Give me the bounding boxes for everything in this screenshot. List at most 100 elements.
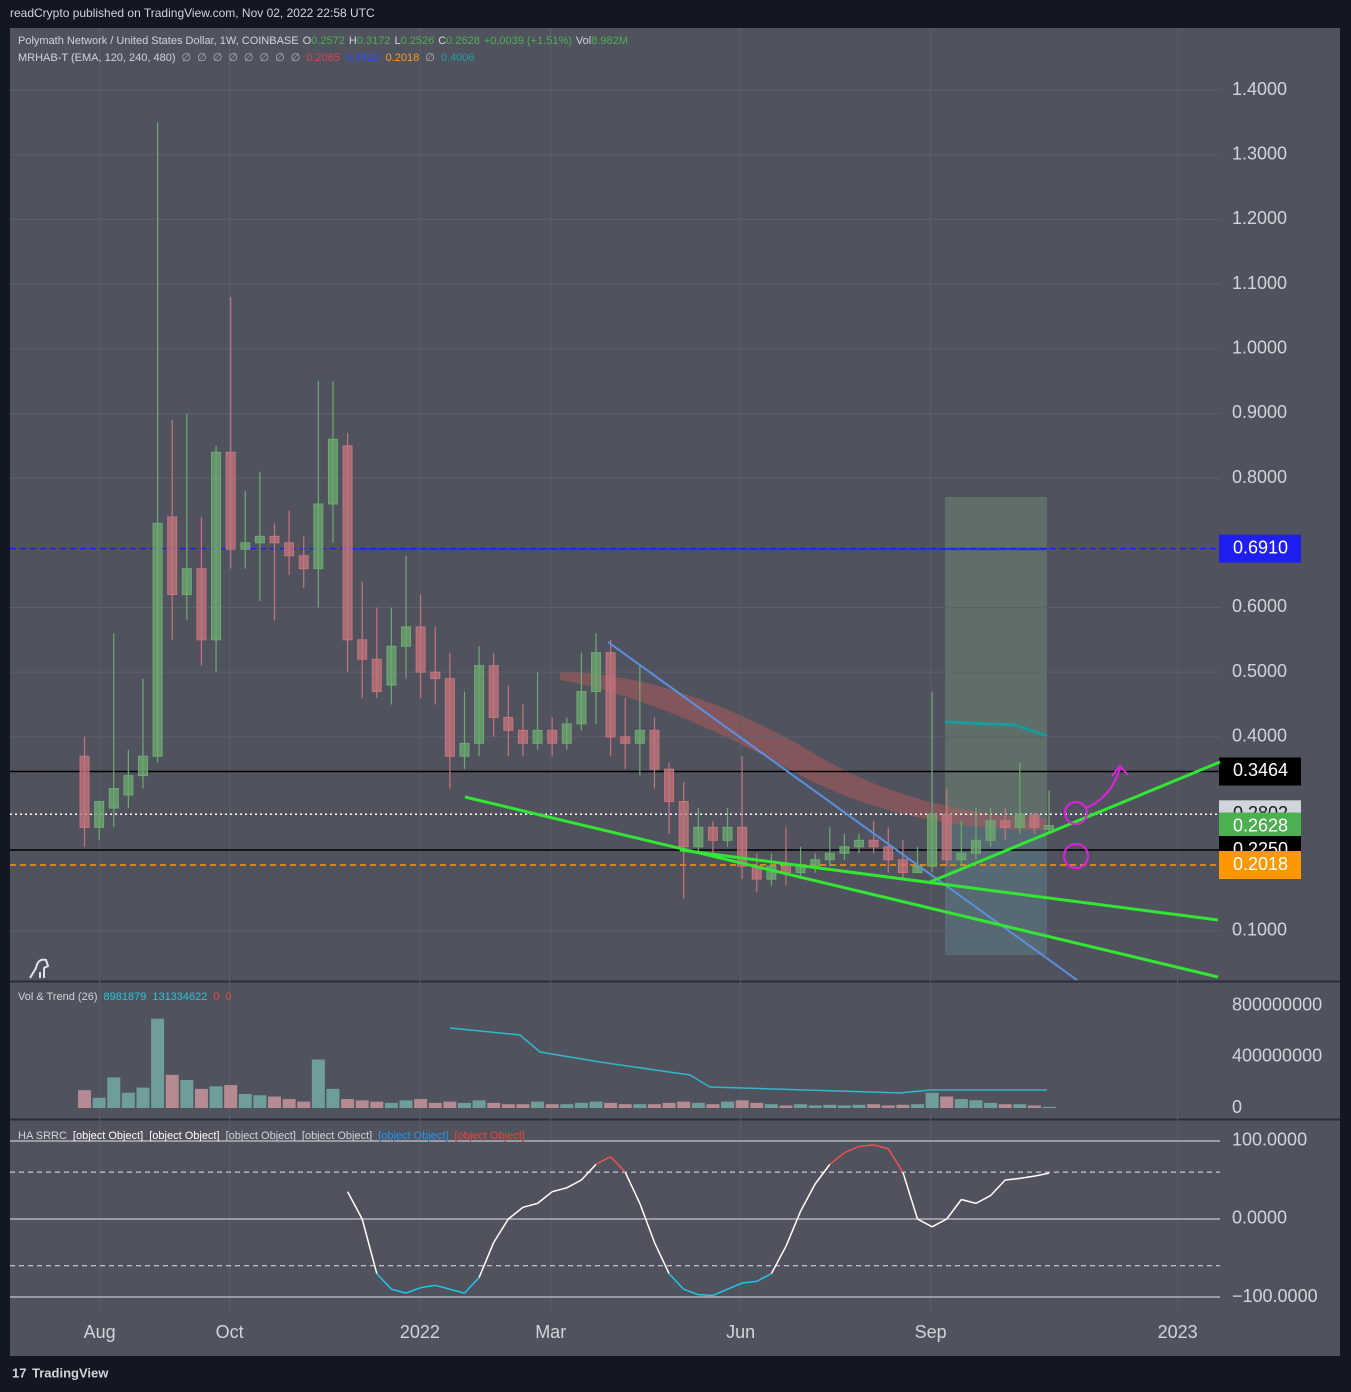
data-layer: 0.1000 0.4000 0.5000 0.6000 0.8000 0.9000 1.00… (10, 28, 1322, 1342)
volume-bar (311, 1059, 325, 1109)
y-tick-label: 0.5000 (1232, 661, 1287, 681)
legend-item: ∅ (260, 52, 270, 64)
legend-item: ∅ (197, 52, 207, 64)
candle-body (897, 859, 908, 874)
candle-body (547, 729, 558, 744)
candle-body (1029, 813, 1040, 828)
candle-body (649, 729, 660, 770)
legend-item: ∅ (425, 52, 435, 64)
volume-bar (457, 1102, 471, 1109)
osc-line-segment (435, 1284, 451, 1290)
volume-bar (721, 1101, 735, 1109)
y-tick-label: 0.8000 (1232, 467, 1287, 487)
candle-body (503, 716, 514, 731)
candle-body (488, 665, 499, 718)
osc-line-segment (698, 1293, 713, 1297)
candle-body (634, 729, 645, 744)
volume-bar (136, 1087, 150, 1109)
osc-line-segment (756, 1272, 772, 1283)
legend-item: C (438, 35, 446, 47)
y-tick-label: 0.6000 (1232, 596, 1287, 616)
volume-bar (998, 1104, 1012, 1109)
candle-body (94, 801, 105, 828)
volume-tick-label: 0 (1232, 1097, 1242, 1117)
osc-line-segment (624, 1171, 641, 1204)
marker-circle (1064, 801, 1088, 825)
osc-line-segment (595, 1155, 611, 1166)
x-tick-label: Sep (915, 1322, 947, 1342)
osc-line-segment (770, 1245, 787, 1274)
y-tick-label: 0.9000 (1232, 402, 1287, 422)
osc-line-segment (405, 1286, 421, 1294)
volume-bar (209, 1086, 223, 1109)
candle-body (254, 535, 265, 544)
volume-bar (531, 1101, 545, 1109)
volume-bar (501, 1104, 515, 1109)
brand-logo: 17 (12, 1365, 26, 1380)
trend-line (679, 848, 1219, 922)
candle-body (810, 859, 821, 867)
volume-bar (238, 1093, 252, 1109)
volume-bar (896, 1104, 910, 1109)
legend-item: 0.2018 (386, 52, 420, 64)
osc-line-segment (566, 1179, 582, 1189)
legend-item: 131334622 (152, 991, 207, 1003)
candle-body (620, 736, 631, 744)
candle-body (883, 846, 894, 861)
osc-tick-label: −100.0000 (1232, 1286, 1318, 1306)
y-tick-label: 1.3000 (1232, 144, 1287, 164)
volume-bar (180, 1079, 194, 1109)
osc-line-segment (917, 1218, 933, 1228)
legend-item: 0.2065 (306, 52, 340, 64)
candle-body (576, 691, 587, 725)
volume-bar (589, 1101, 603, 1109)
osc-line-segment (931, 1218, 948, 1228)
legend-item: L (394, 35, 400, 47)
legend-item: [object Object] (73, 1130, 143, 1142)
volume-bar (837, 1105, 851, 1109)
x-tick-label: Jun (726, 1322, 755, 1342)
candle-body (664, 768, 675, 802)
volume-bar (794, 1104, 808, 1109)
volume-tick-label: 400000000 (1232, 1046, 1322, 1066)
x-tick-label: Mar (535, 1322, 566, 1342)
candle-body (284, 542, 295, 557)
osc-tick-label: 100.0000 (1232, 1130, 1307, 1150)
teal-line (944, 720, 1048, 738)
legend-item: O (303, 35, 312, 47)
candle-body (123, 775, 134, 796)
legend-item: H (349, 35, 357, 47)
legend-item: ∅ (291, 52, 301, 64)
osc-line-segment (785, 1210, 802, 1247)
osc-line-segment (799, 1183, 816, 1212)
osc-line-segment (668, 1273, 685, 1290)
legend-item: 0.2572 (311, 35, 345, 47)
volume-bar (1042, 1106, 1056, 1109)
legend-item: ∅ (213, 52, 223, 64)
osc-line-segment (727, 1282, 743, 1290)
volume-bar (253, 1095, 267, 1109)
arrow (1085, 764, 1129, 809)
osc-line-segment (975, 1194, 991, 1205)
volume-bar (706, 1104, 720, 1109)
price-tag-label: 0.6910 (1233, 537, 1288, 557)
volume-bar (355, 1100, 369, 1109)
candle-body (137, 755, 148, 777)
volume-bar (341, 1099, 355, 1109)
osc-line-segment (887, 1148, 904, 1173)
candle-body (1000, 820, 1011, 828)
candle-body (371, 658, 382, 693)
candle-body (415, 626, 426, 673)
volume-bar (633, 1104, 647, 1109)
candle-body (474, 665, 485, 744)
volume-bar (282, 1099, 296, 1109)
volume-bar (969, 1100, 983, 1109)
legend-item: [object Object] (378, 1130, 448, 1142)
osc-line-segment (873, 1144, 889, 1150)
legend-item: ∅ (228, 52, 238, 64)
volume-bar (151, 1018, 165, 1109)
trend-line (464, 795, 1219, 979)
trend-line (929, 760, 1221, 884)
volume-bar (911, 1104, 924, 1109)
candle-body (211, 451, 222, 641)
